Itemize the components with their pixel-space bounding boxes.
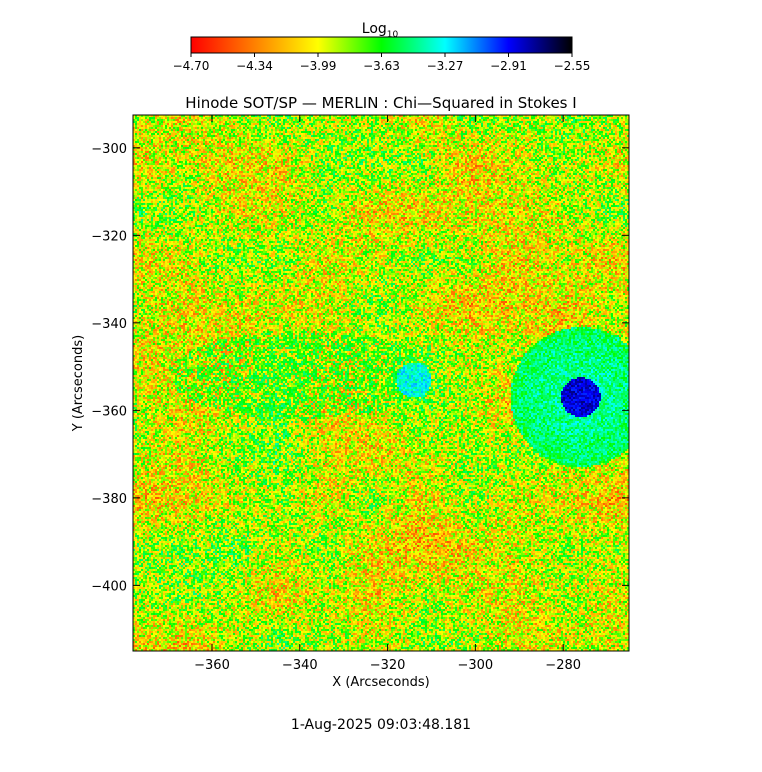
x-tick-label: −360: [194, 658, 230, 673]
chart-title: Hinode SOT/SP — MERLIN : Chi—Squared in …: [185, 94, 576, 112]
y-tick-label: −360: [91, 404, 127, 419]
y-tick-label: −340: [91, 317, 127, 332]
colorbar-label-sub: 10: [387, 30, 399, 40]
x-tick-label: −300: [458, 658, 494, 673]
y-tick-label: −400: [91, 579, 127, 594]
colorbar-tick-label: −4.34: [236, 59, 273, 73]
heatmap-image: [133, 115, 629, 651]
plot-frame: [132, 114, 630, 652]
x-axis-label: X (Arcseconds): [332, 675, 429, 690]
colorbar-label: Log10: [362, 21, 399, 40]
colorbar-label-base: Log: [362, 21, 387, 37]
colorbar-tick-label: −2.91: [490, 59, 527, 73]
colorbar-ticks: −4.70 −4.34 −3.99 −3.63 −3.27 −2.91 −2.55: [173, 53, 591, 73]
colorbar-tick-label: −3.99: [300, 59, 337, 73]
x-tick-label: −340: [282, 658, 318, 673]
x-tick-label: −280: [545, 658, 581, 673]
y-axis: −300 −320 −340 −360 −380 −400: [91, 142, 629, 594]
colorbar: [190, 36, 573, 54]
x-tick-label: −320: [370, 658, 406, 673]
x-axis: −360 −340 −320 −300 −280: [194, 115, 581, 673]
y-tick-label: −380: [91, 492, 127, 507]
y-axis-label: Y (Arcseconds): [71, 335, 86, 432]
colorbar-tick-label: −3.27: [427, 59, 464, 73]
colorbar-tick-label: −4.70: [173, 59, 210, 73]
y-tick-label: −320: [91, 229, 127, 244]
colorbar-tick-label: −2.55: [554, 59, 591, 73]
timestamp: 1-Aug-2025 09:03:48.181: [291, 717, 471, 733]
y-tick-label: −300: [91, 142, 127, 157]
colorbar-tick-label: −3.63: [363, 59, 400, 73]
plot-area: [132, 114, 630, 652]
